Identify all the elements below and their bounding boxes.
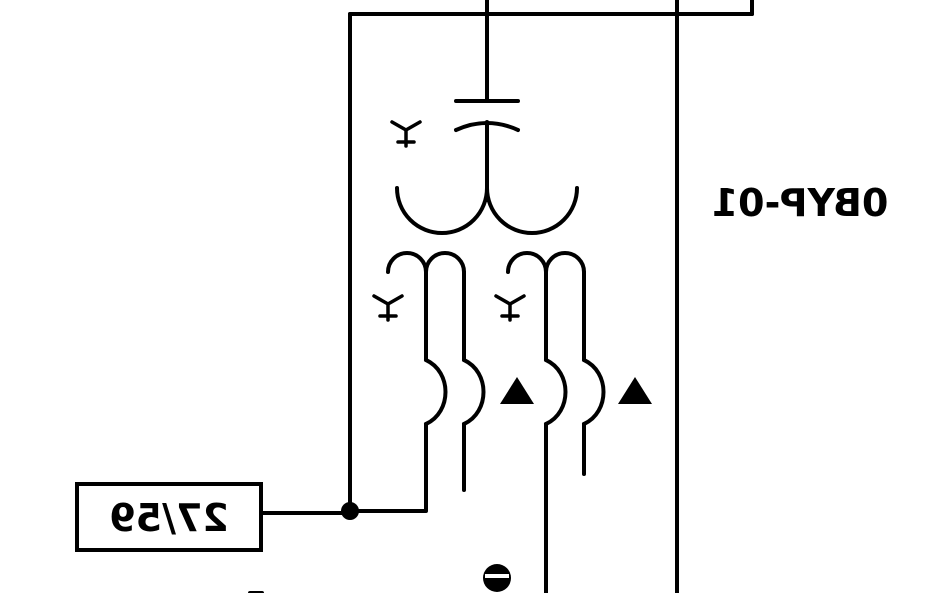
transformer-secondary-left xyxy=(348,251,534,513)
wye-symbol-primary xyxy=(390,120,422,148)
bus-wires xyxy=(348,0,754,593)
secondary-right-arc-b xyxy=(544,251,586,274)
secondary-left-jumper-a xyxy=(424,358,448,426)
secondary-left-to-bus xyxy=(348,422,428,513)
wye-symbol-secondary-left xyxy=(372,294,404,322)
secondary-right-jumper-b xyxy=(582,358,606,426)
ground-icon xyxy=(483,564,511,592)
transformer-primary xyxy=(390,99,579,235)
polarity-triangle-right xyxy=(618,377,652,404)
secondary-left-arc-b xyxy=(424,251,466,274)
primary-winding-left xyxy=(395,186,489,235)
polarity-triangle-left xyxy=(500,377,534,404)
relay-label: 27/59 xyxy=(109,496,229,540)
secondary-right-arc-a xyxy=(506,251,548,274)
transformer-secondary-right xyxy=(494,251,652,593)
secondary-right-jumper-a xyxy=(544,358,568,426)
primary-winding-right xyxy=(485,186,579,235)
secondary-left-jumper-b xyxy=(462,358,486,426)
device-label: 0BYP-01 xyxy=(712,181,889,225)
wye-symbol-secondary-right xyxy=(494,294,526,322)
relay-box xyxy=(75,482,263,552)
secondary-left-arc-a xyxy=(386,251,428,274)
